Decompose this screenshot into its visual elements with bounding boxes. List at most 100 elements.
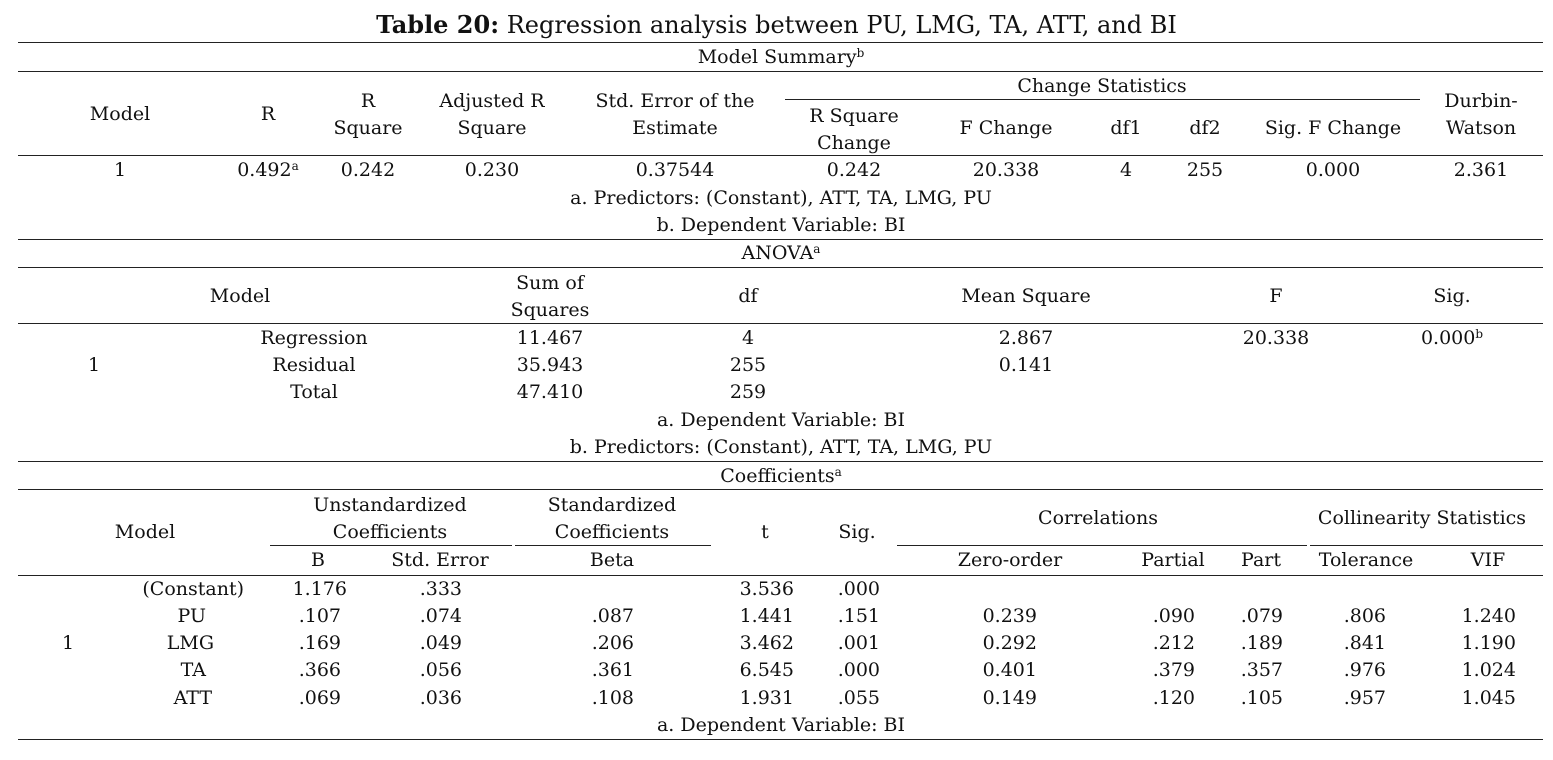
coef-cell-beta: .361 [591,659,634,681]
ms-header-sig-f-change: Sig. F Change [1264,117,1402,139]
anova-row-label: Residual [272,354,356,376]
coef-cell-b: .069 [298,687,341,709]
anova-note-predictors: b. Predictors: (Constant), ATT, TA, LMG,… [569,436,993,458]
ms-cell-r-square: 0.242 [340,159,396,181]
ms-cell-f-change: 20.338 [972,159,1040,181]
ms-header-df1: df1 [1110,117,1142,139]
table-title: Table 20: Regression analysis between PU… [0,10,1553,40]
coef-cell-vif: 1.045 [1461,687,1516,709]
coef-cell-b: .366 [298,659,341,681]
coef-cell-zero-order: 0.239 [982,605,1037,627]
ms-cell-adjusted-r-square: 0.230 [464,159,520,181]
anova-row-label: Regression [260,327,368,349]
coef-cell-zero-order: 0.292 [982,632,1037,654]
coef-row-label: LMG [166,632,214,654]
ms-cell-df2: 255 [1186,159,1224,181]
anova-cell-ss: 35.943 [516,354,584,376]
coef-cell-part: .079 [1240,605,1283,627]
table-caption: Regression analysis between PU, LMG, TA,… [499,11,1177,39]
anova-cell-df: 255 [729,354,767,376]
coef-cell-vif: 1.240 [1461,605,1516,627]
model-summary-caption: Model Summaryb [697,46,865,68]
coef-cell-b: .107 [298,605,341,627]
rule-correlations [897,545,1307,546]
ms-cell-durbin-watson: 2.361 [1453,159,1509,181]
ms-cell-model: 1 [113,159,127,181]
ms-note-dependent: b. Dependent Variable: BI [656,214,906,236]
anova-row-label: Total [290,381,338,403]
coef-header-partial: Partial [1141,549,1205,571]
coef-cell-t: 1.441 [739,605,794,627]
coef-header-tolerance: Tolerance [1318,549,1414,571]
anova-header-model: Model [209,285,271,307]
coef-cell-part: .189 [1240,632,1283,654]
rule-change-statistics [785,99,1420,100]
ms-cell-std-error: 0.37544 [635,159,715,181]
coef-header-vif: VIF [1470,549,1506,571]
ms-cell-r: 0.492a [237,159,299,181]
rule-collinearity [1310,545,1543,546]
coef-cell-partial: .379 [1152,659,1195,681]
rule-top [18,42,1543,43]
coef-cell-t: 1.931 [739,687,794,709]
coef-cell-tolerance: .841 [1343,632,1386,654]
rule-ms-caption [18,71,1543,72]
coef-header-correlations: Correlations [1038,507,1158,529]
coef-note-dependent: a. Dependent Variable: BI [656,714,906,736]
rule-coef-caption [18,489,1543,490]
anova-header-mean-square: Mean Square [961,285,1091,307]
ms-header-r-square-change: R Square Change [809,105,899,154]
coef-cell-t: 3.462 [739,632,794,654]
coef-cell-std-error: .049 [419,632,462,654]
coef-cell-tolerance: .976 [1343,659,1386,681]
coef-header-std-error: Std. Error [391,549,489,571]
ms-header-std-error: Std. Error of the Estimate [595,90,755,139]
ms-header-adjusted-r-square: Adjusted R Square [439,90,545,139]
ms-note-predictors: a. Predictors: (Constant), ATT, TA, LMG,… [570,187,992,209]
anova-cell-f: 20.338 [1242,327,1310,349]
ms-header-f-change: F Change [959,117,1053,139]
coef-cell-tolerance: .957 [1343,687,1386,709]
coef-cell-part: .105 [1240,687,1283,709]
ms-cell-df1: 4 [1119,159,1133,181]
coef-row-label: PU [177,605,206,627]
coef-cell-sig: .055 [837,687,880,709]
coef-cell-b: .169 [298,632,341,654]
anova-cell-ss: 11.467 [516,327,584,349]
coef-cell-t: 6.545 [739,659,794,681]
anova-cell-ms: 2.867 [998,327,1054,349]
anova-cell-df: 259 [729,381,767,403]
coef-header-t: t [761,521,769,543]
coef-cell-vif: 1.190 [1461,632,1516,654]
coef-cell-sig: .151 [837,605,880,627]
rule-anova-bottom [18,461,1543,462]
coef-cell-sig: .000 [837,578,880,600]
rule-anova-caption [18,267,1543,268]
ms-header-r-square: R Square [333,90,403,139]
rule-coef-header [18,575,1543,576]
coef-cell-t: 3.536 [739,578,794,600]
coef-header-beta: Beta [589,549,635,571]
rule-bottom [18,739,1543,740]
ms-header-model: Model [89,103,151,125]
coef-row-label: ATT [173,687,212,709]
coef-header-part: Part [1241,549,1281,571]
coef-cell-partial: .212 [1152,632,1195,654]
ms-header-durbin-watson: Durbin- Watson [1444,90,1518,139]
table-number: Table 20: [376,10,500,39]
coef-cell-std-error: .074 [419,605,462,627]
coefficients-caption: Coefficientsa [720,465,842,487]
ms-cell-sig-f-change: 0.000 [1305,159,1361,181]
coef-cell-beta: .206 [591,632,634,654]
coef-cell-model: 1 [61,632,75,654]
coef-header-b: B [311,549,325,571]
ms-header-r: R [260,103,276,125]
anova-header-sum-of-squares: Sum of Squares [510,272,590,321]
anova-header-sig: Sig. [1433,285,1471,307]
coef-cell-vif: 1.024 [1461,659,1516,681]
coef-header-sig: Sig. [838,521,876,543]
anova-header-df: df [738,285,758,307]
coef-cell-beta: .087 [591,605,634,627]
ms-cell-r-square-change: 0.242 [826,159,882,181]
coef-cell-partial: .120 [1152,687,1195,709]
